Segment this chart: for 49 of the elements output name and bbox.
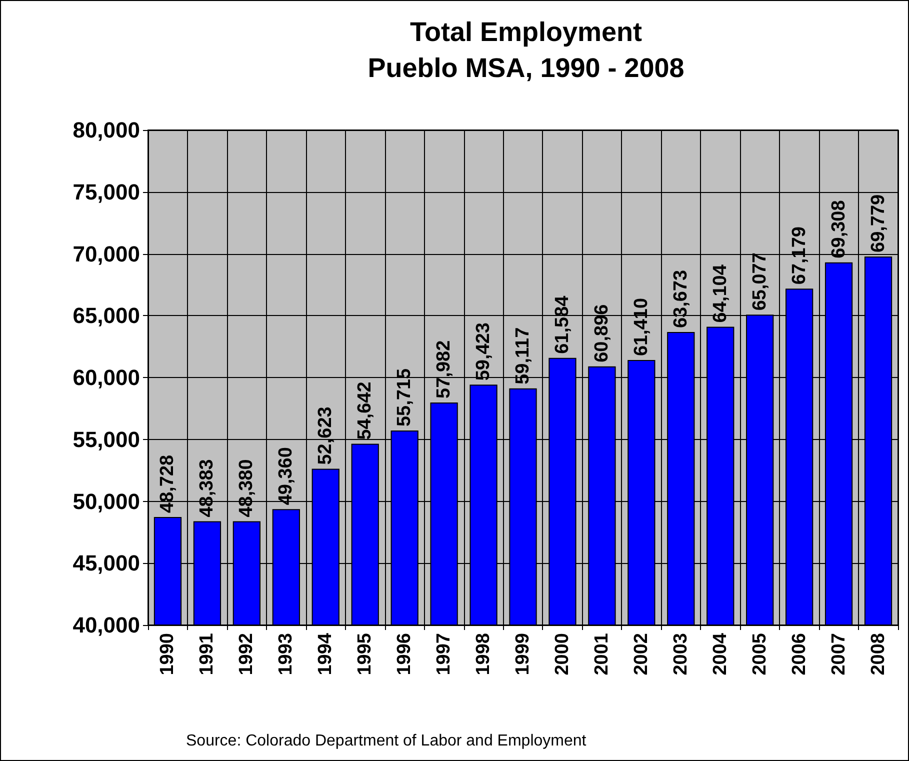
data-label: 49,360 [276, 447, 297, 506]
data-label: 60,896 [591, 304, 612, 362]
data-label: 64,104 [710, 264, 731, 323]
data-label: 48,380 [236, 459, 258, 518]
data-label: 69,779 [868, 194, 889, 252]
x-tick-label: 1993 [276, 633, 297, 676]
y-tick-label: 40,000 [72, 612, 140, 638]
y-tick-label: 55,000 [72, 426, 140, 452]
y-tick-label: 45,000 [72, 550, 140, 576]
y-tick-label: 50,000 [72, 488, 140, 514]
x-tick-label: 2003 [670, 633, 692, 676]
data-label: 69,308 [828, 200, 850, 258]
data-label: 48,728 [157, 454, 178, 513]
x-tick-label: 1990 [157, 633, 178, 676]
x-tick-label: 1995 [354, 632, 376, 676]
x-tick-label: 1992 [236, 633, 258, 676]
x-tick-label: 2000 [552, 633, 573, 676]
data-label: 65,077 [749, 252, 770, 311]
data-label: 61,584 [552, 295, 573, 354]
y-tick-label: 80,000 [72, 118, 140, 142]
x-tick-label: 1994 [315, 632, 336, 676]
y-tick-label: 70,000 [72, 241, 140, 266]
x-tick-label: 2007 [828, 633, 850, 676]
data-label: 67,179 [788, 226, 810, 285]
y-tick-label: 65,000 [72, 303, 140, 328]
x-tick-label: 1991 [196, 632, 218, 676]
y-tick-label: 60,000 [72, 365, 140, 390]
x-tick-label: 2004 [710, 632, 731, 676]
x-tick-label: 1998 [473, 633, 494, 676]
x-tick-label: 2002 [630, 633, 652, 676]
x-tick-label: 2005 [749, 632, 770, 676]
x-tick-label: 1997 [434, 633, 455, 676]
data-label: 52,623 [315, 406, 336, 465]
x-tick-label: 1996 [394, 633, 416, 676]
data-label: 61,410 [630, 298, 652, 356]
x-tick-label: 2008 [868, 633, 889, 676]
x-tick-label: 1999 [512, 633, 534, 676]
data-label: 57,982 [434, 340, 455, 398]
chart-title: Total Employment Pueblo MSA, 1990 - 2008 [368, 17, 684, 83]
data-label: 63,673 [670, 270, 692, 328]
x-tick-label: 2001 [591, 632, 612, 676]
data-label: 48,383 [196, 459, 218, 518]
x-tick-label: 2006 [788, 633, 810, 676]
data-label: 59,423 [473, 322, 494, 381]
data-label: 54,642 [354, 382, 376, 440]
data-label: 55,715 [394, 368, 416, 427]
y-tick-label: 75,000 [72, 179, 140, 204]
source-note: Source: Colorado Department of Labor and Employment [186, 732, 587, 750]
data-label: 59,117 [512, 327, 534, 384]
